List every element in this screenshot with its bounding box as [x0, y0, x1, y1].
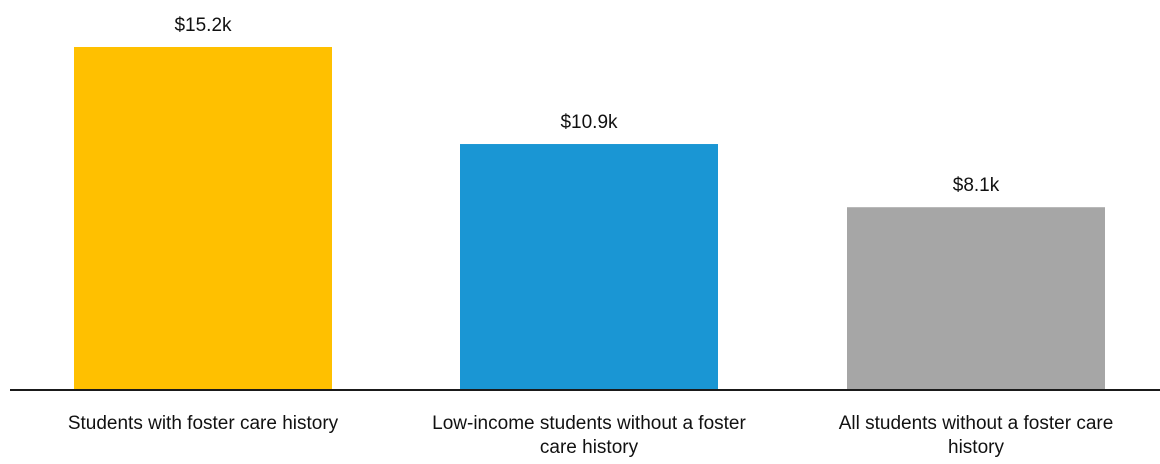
- value-label-1: $15.2k: [174, 15, 232, 36]
- category-labels-group: Students with foster care history Low-inc…: [68, 413, 1113, 458]
- category-label-3-line-1: All students without a foster care: [839, 413, 1114, 434]
- category-label-3: All students without a foster care histor…: [839, 413, 1114, 458]
- category-label-3-line-2: history: [948, 437, 1004, 458]
- bar-3: [847, 207, 1105, 390]
- bars-group: [74, 47, 1105, 390]
- category-label-2-line-2: care history: [540, 437, 639, 458]
- category-label-1-line-1: Students with foster care history: [68, 413, 339, 434]
- value-labels-group: $15.2k $10.9k $8.1k: [174, 15, 999, 196]
- bar-1: [74, 47, 332, 390]
- category-label-1: Students with foster care history: [68, 413, 339, 434]
- bar-2: [460, 144, 718, 390]
- category-label-2: Low-income students without a foster care…: [432, 413, 746, 458]
- value-label-3: $8.1k: [953, 175, 1000, 196]
- category-label-2-line-1: Low-income students without a foster: [432, 413, 746, 434]
- value-label-2: $10.9k: [560, 112, 618, 133]
